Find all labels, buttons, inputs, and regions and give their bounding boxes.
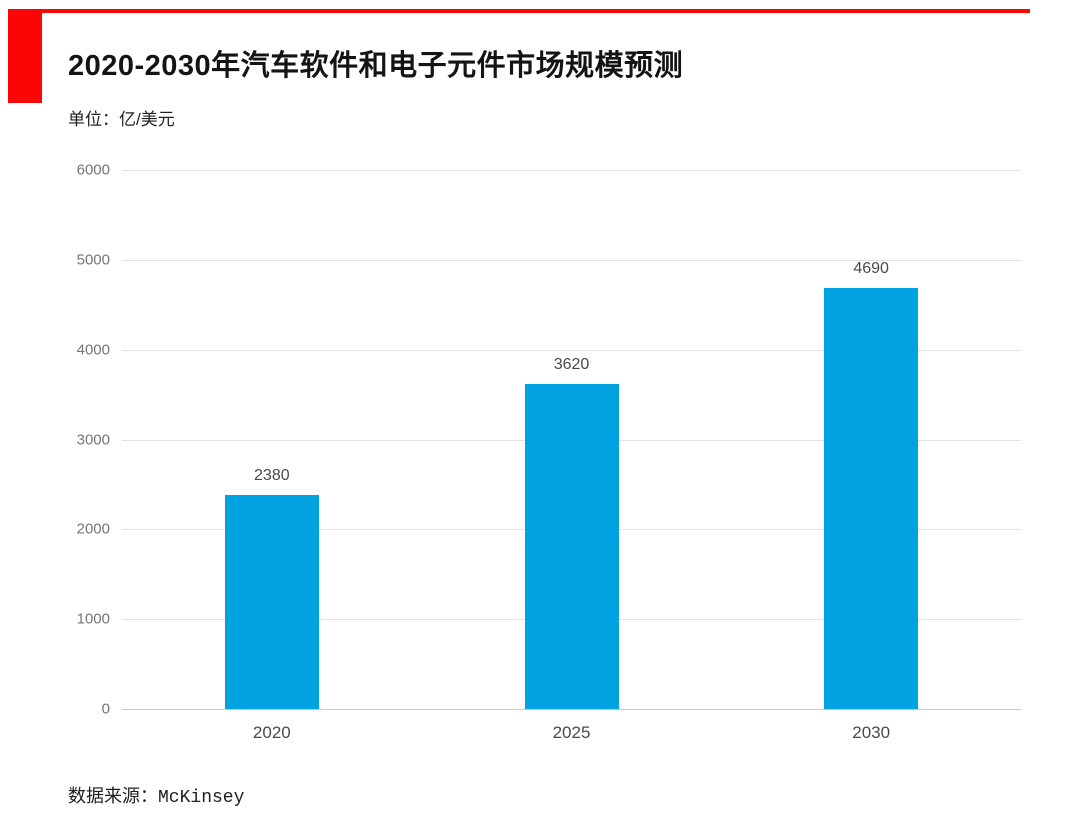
bar-value-label-2020: 2380	[254, 467, 290, 485]
bar-2030	[824, 287, 919, 709]
red-accent-line	[8, 9, 1030, 13]
bar-value-label-2030: 4690	[853, 259, 889, 277]
bar-2025	[524, 383, 619, 709]
gridline-6000	[122, 170, 1021, 171]
gridline-5000	[122, 259, 1021, 261]
x-tick-label-2030: 2030	[852, 723, 891, 742]
page-title: 2020-2030年汽车软件和电子元件市场规模预测	[68, 50, 684, 82]
source-prefix: 数据来源：	[68, 786, 158, 806]
red-accent-block	[8, 9, 42, 103]
x-tick-label-2025: 2025	[552, 723, 591, 742]
y-tick-label-4000: 4000	[76, 341, 110, 359]
source-name: McKinsey	[158, 788, 245, 808]
y-tick-label-5000: 5000	[76, 251, 110, 269]
y-tick-label-6000: 6000	[76, 161, 110, 179]
plot-area: 2380 2020 3620 2025 4690 2030	[122, 170, 1021, 742]
y-tick-label-1000: 1000	[76, 610, 110, 628]
gridline-0	[122, 709, 1021, 710]
y-tick-label-3000: 3000	[76, 431, 110, 448]
y-tick-label-0: 0	[101, 700, 110, 718]
y-tick-label-2000: 2000	[76, 520, 110, 538]
bar-2020	[224, 495, 319, 709]
bar-value-label-2025: 3620	[553, 355, 590, 373]
gridline-4000	[122, 349, 1021, 351]
x-tick-label-2020: 2020	[252, 723, 291, 742]
y-axis-labels: 0 1000 2000 3000 4000 5000 6000	[0, 162, 110, 718]
unit-label: 单位：亿/美元	[68, 110, 175, 129]
source-label: 数据来源：McKinsey	[68, 782, 244, 808]
